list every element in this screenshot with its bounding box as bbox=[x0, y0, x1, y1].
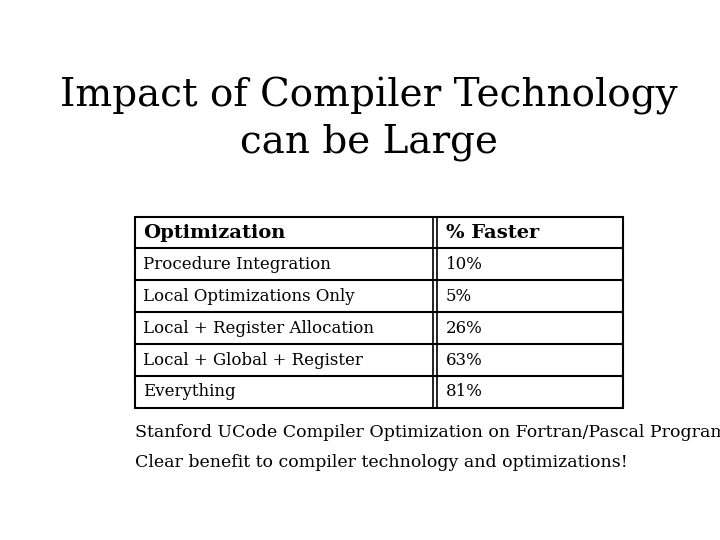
Text: Local + Global + Register: Local + Global + Register bbox=[143, 352, 363, 368]
Text: 63%: 63% bbox=[446, 352, 482, 368]
Text: Local Optimizations Only: Local Optimizations Only bbox=[143, 288, 355, 305]
Text: Stanford UCode Compiler Optimization on Fortran/Pascal Programs: Stanford UCode Compiler Optimization on … bbox=[135, 424, 720, 442]
Text: Procedure Integration: Procedure Integration bbox=[143, 256, 331, 273]
Text: 26%: 26% bbox=[446, 320, 482, 336]
Text: 5%: 5% bbox=[446, 288, 472, 305]
Text: Local + Register Allocation: Local + Register Allocation bbox=[143, 320, 374, 336]
Text: 81%: 81% bbox=[446, 383, 482, 400]
Text: Impact of Compiler Technology
can be Large: Impact of Compiler Technology can be Lar… bbox=[60, 77, 678, 161]
Text: Optimization: Optimization bbox=[143, 224, 285, 241]
Text: % Faster: % Faster bbox=[446, 224, 539, 241]
Text: 10%: 10% bbox=[446, 256, 482, 273]
Text: Clear benefit to compiler technology and optimizations!: Clear benefit to compiler technology and… bbox=[135, 454, 627, 470]
Text: Everything: Everything bbox=[143, 383, 235, 400]
